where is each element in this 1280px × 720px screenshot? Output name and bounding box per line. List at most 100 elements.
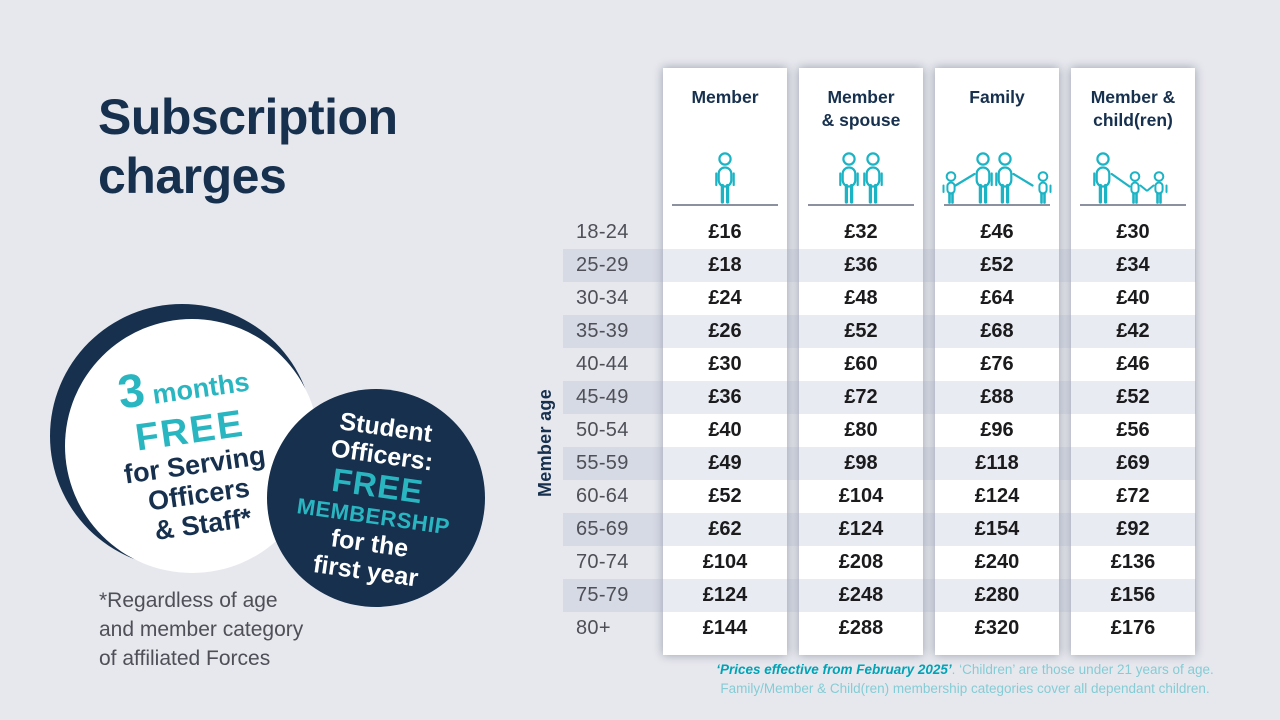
footer-dependants-note: Family/Member & Child(ren) membership ca… (720, 680, 1210, 696)
badge-number: 3 (114, 362, 148, 419)
price-value: £240 (974, 551, 1020, 573)
price-value: £62 (708, 518, 742, 540)
age-band-label: 30-34 (576, 287, 629, 309)
icon-baseline (808, 204, 914, 206)
price-value: £68 (980, 320, 1014, 342)
age-band-label: 60-64 (576, 485, 629, 507)
price-value: £124 (974, 485, 1020, 507)
price-value: £26 (708, 320, 742, 342)
price-value: £72 (844, 386, 878, 408)
price-value: £280 (974, 584, 1020, 606)
price-value: £80 (844, 419, 878, 441)
price-value: £46 (980, 221, 1014, 243)
price-value: £52 (844, 320, 878, 342)
table-row: 45-49 £36 £72 £88 £52 (563, 381, 1196, 414)
table-row: 30-34 £24 £48 £64 £40 (563, 282, 1196, 315)
price-value: £320 (974, 617, 1020, 639)
member-children-icon (1093, 152, 1168, 204)
price-value: £124 (838, 518, 884, 540)
price-value: £36 (844, 254, 878, 276)
table-row: 55-59 £49 £98 £118 £69 (563, 447, 1196, 480)
price-value: £52 (708, 485, 742, 507)
age-band-label: 70-74 (576, 551, 629, 573)
table-row: 80+ £144 £288 £320 £176 (563, 612, 1196, 645)
age-band-label: 50-54 (576, 419, 629, 441)
table-row: 70-74 £104 £208 £240 £136 (563, 546, 1196, 579)
price-value: £208 (838, 551, 884, 573)
price-value: £118 (975, 452, 1019, 474)
age-band-label: 18-24 (576, 221, 629, 243)
price-value: £18 (708, 254, 742, 276)
table-row: 50-54 £40 £80 £96 £56 (563, 414, 1196, 447)
age-band-label: 25-29 (576, 254, 629, 276)
table-row: 35-39 £26 £52 £68 £42 (563, 315, 1196, 348)
table-row: 18-24 £16 £32 £46 £30 (563, 216, 1196, 249)
age-band-label: 65-69 (576, 518, 629, 540)
age-band-label: 55-59 (576, 452, 629, 474)
price-value: £24 (708, 287, 742, 309)
price-value: £69 (1116, 452, 1150, 474)
icon-baseline (1080, 204, 1186, 206)
price-value: £156 (1110, 584, 1156, 606)
table-row: 40-44 £30 £60 £76 £46 (563, 348, 1196, 381)
price-value: £52 (980, 254, 1014, 276)
price-value: £76 (980, 353, 1014, 375)
table-row: 75-79 £124 £248 £280 £156 (563, 579, 1196, 612)
column-card-member-spouse: Member & spouse (799, 68, 923, 655)
footnote-line1: *Regardless of age (99, 589, 278, 612)
price-value: £60 (844, 353, 878, 375)
price-value: £56 (1116, 419, 1150, 441)
table-rows: 18-24 £16 £32 £46 £30 25-29 £18 £36 £52 £34 30-34 £… (563, 216, 1196, 645)
page-title: Subscription charges (98, 89, 398, 204)
price-value: £36 (708, 386, 742, 408)
price-value: £176 (1110, 617, 1156, 639)
footer-children-note: . ‘Children’ are those under 21 years of… (951, 662, 1214, 677)
column-header-member-spouse: Member & spouse (821, 87, 901, 130)
price-value: £248 (838, 584, 884, 606)
price-value: £72 (1116, 485, 1150, 507)
price-value: £92 (1116, 518, 1150, 540)
member-age-axis-label: Member age (535, 388, 555, 498)
student-officers-badge: Student Officers: FREE MEMBERSHIP for th… (267, 389, 485, 607)
footnote-line3: of affiliated Forces (99, 647, 271, 670)
footer-effective-date: ‘Prices effective from February 2025’ (716, 662, 952, 677)
footnote-line2: and member category (99, 618, 304, 641)
price-value: £52 (1116, 386, 1150, 408)
price-value: £144 (702, 617, 748, 639)
footnote: *Regardless of age and member category o… (99, 586, 303, 673)
column-card-member-children: Member & child(ren) (1071, 68, 1195, 655)
age-band-label: 40-44 (576, 353, 629, 375)
price-value: £104 (838, 485, 884, 507)
price-value: £136 (1110, 551, 1156, 573)
price-value: £288 (838, 617, 884, 639)
price-value: £40 (1116, 287, 1150, 309)
price-value: £30 (708, 353, 742, 375)
price-value: £30 (1116, 221, 1150, 243)
price-value: £40 (708, 419, 742, 441)
price-value: £42 (1116, 320, 1150, 342)
column-header-member: Member (691, 87, 759, 107)
price-value: £32 (844, 221, 878, 243)
column-card-member: Member (663, 68, 787, 655)
price-value: £96 (980, 419, 1014, 441)
price-value: £124 (702, 584, 748, 606)
price-value: £154 (974, 518, 1020, 540)
member-icon (715, 152, 735, 204)
member-spouse-icon (839, 152, 883, 204)
age-band-label: 35-39 (576, 320, 629, 342)
price-value: £48 (844, 287, 878, 309)
table-row: 60-64 £52 £104 £124 £72 (563, 480, 1196, 513)
footer-note: ‘Prices effective from February 2025’. ‘… (715, 661, 1215, 698)
price-value: £104 (702, 551, 748, 573)
age-band-label: 80+ (576, 617, 611, 639)
column-header-family: Family (969, 87, 1025, 107)
icon-baseline (672, 204, 778, 206)
table-row: 25-29 £18 £36 £52 £34 (563, 249, 1196, 282)
column-card-family: Family (935, 68, 1059, 655)
family-icon (942, 152, 1052, 204)
price-value: £49 (708, 452, 742, 474)
age-band-label: 75-79 (576, 584, 629, 606)
icon-baseline (944, 204, 1050, 206)
column-header-member-children: Member & child(ren) (1090, 87, 1176, 130)
